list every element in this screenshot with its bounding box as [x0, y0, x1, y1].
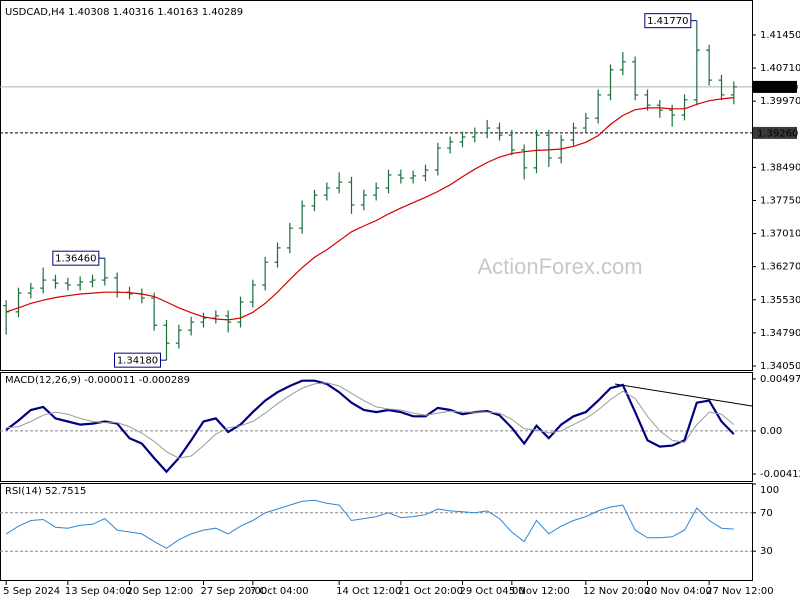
x-tick-label: 27 Nov 12:00 [706, 586, 773, 597]
annotation-box [52, 250, 100, 266]
y-tick-label: 0.004971 [760, 374, 800, 385]
watermark: ActionForex.com [477, 254, 642, 279]
x-tick-label: 21 Oct 20:00 [398, 586, 463, 597]
panel-title: MACD(12,26,9) -0.000011 -0.000289 [5, 375, 190, 386]
panel-title: RSI(14) 52.7515 [5, 486, 86, 497]
y-tick-label: 1.36270 [760, 262, 800, 273]
x-tick-label: 20 Sep 12:00 [127, 586, 194, 597]
x-tick-label: 20 Nov 04:00 [645, 586, 712, 597]
price-box [753, 80, 797, 93]
y-tick-label: 100 [760, 485, 779, 496]
annotation-label: 1.36460 [55, 254, 96, 265]
level-box [753, 126, 797, 139]
annotation-label: 1.41770 [647, 16, 688, 27]
y-tick-label: 30 [760, 546, 773, 557]
x-tick-label: 29 Oct 04:00 [460, 586, 525, 597]
y-tick-label: 0.00 [760, 426, 782, 437]
y-tick-label: 1.39970 [760, 96, 800, 107]
annotation-box [644, 13, 692, 29]
macd-trend-line [614, 383, 753, 407]
y-tick-label: 1.41450 [760, 30, 800, 41]
x-tick-label: 13 Sep 04:00 [65, 586, 132, 597]
price-box-label: 1.40289 [757, 82, 798, 93]
y-tick-label: -0.004126 [760, 469, 800, 480]
x-tick-label: 12 Nov 20:00 [583, 586, 650, 597]
y-tick-label: 1.35530 [760, 295, 800, 306]
x-tick-label: 27 Sep 20:00 [201, 586, 268, 597]
x-tick-label: 7 Oct 04:00 [250, 586, 309, 597]
y-tick-label: 1.37750 [760, 195, 800, 206]
indicator-line [6, 382, 735, 459]
macd-panel-frame [0, 372, 753, 482]
y-tick-label: 1.38490 [760, 162, 800, 173]
indicator-line [5, 379, 735, 474]
y-tick-label: 70 [760, 508, 773, 519]
y-tick-label: 1.37010 [760, 229, 800, 240]
rsi-panel-frame [0, 483, 753, 581]
price-panel-frame [0, 0, 753, 371]
panel-title: USDCAD,H4 1.40308 1.40316 1.40163 1.4028… [5, 7, 243, 18]
y-tick-label: 1.34790 [760, 328, 800, 339]
x-tick-label: 5 Sep 2024 [3, 586, 60, 597]
y-tick-label: 1.40710 [760, 63, 800, 74]
indicator-line [5, 499, 734, 549]
level-box-label: 1.39260 [757, 128, 798, 139]
annotation-box [114, 352, 161, 368]
annotation-label: 1.34180 [117, 356, 158, 367]
x-tick-label: 5 Nov 12:00 [509, 586, 570, 597]
moving-average [6, 97, 734, 321]
x-tick-label: 14 Oct 12:00 [336, 586, 401, 597]
y-tick-label: 1.34050 [760, 361, 800, 372]
